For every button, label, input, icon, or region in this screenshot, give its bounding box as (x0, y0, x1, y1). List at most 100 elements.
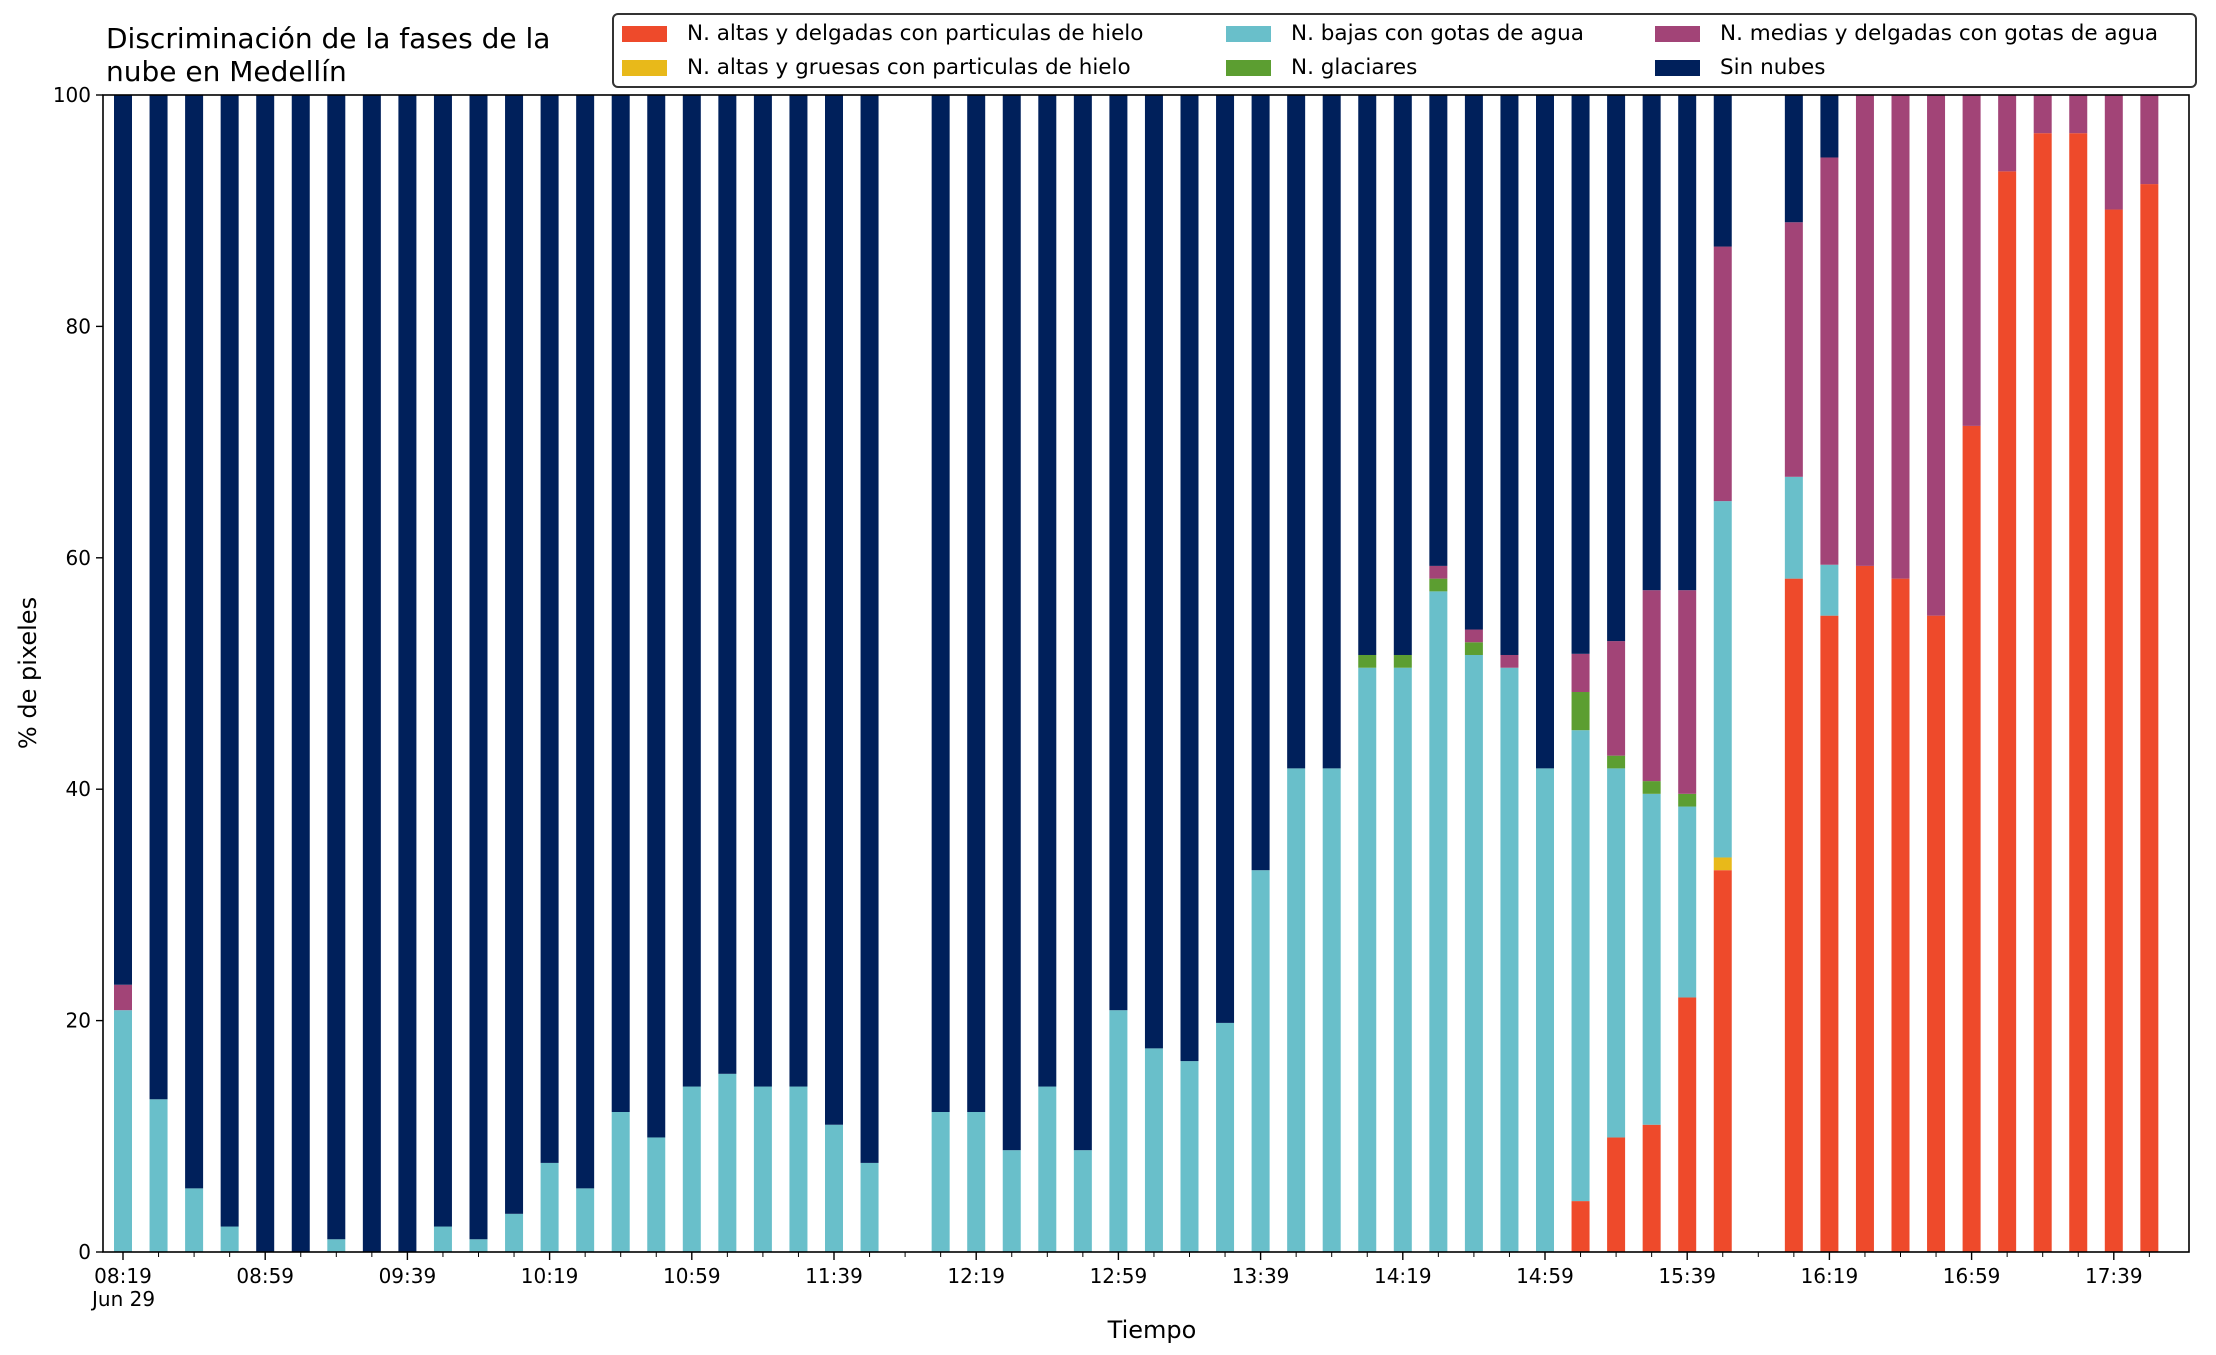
x-tick-label: 12:19 (947, 1264, 1005, 1288)
bar-segment (1678, 997, 1697, 1252)
bar-segment (1500, 654, 1519, 668)
bar-segment (2033, 133, 2052, 1253)
legend-swatch (622, 59, 667, 76)
legend-swatch (1226, 25, 1271, 42)
x-tick-label: 08:19 (94, 1264, 152, 1288)
bar-segment (1536, 95, 1554, 769)
bar-segment (1927, 95, 1946, 616)
bar-segment (149, 1099, 168, 1252)
bar-segment (1642, 781, 1661, 794)
bar-segment (291, 95, 310, 1252)
bar-segment (860, 95, 879, 1163)
bar-segment (185, 95, 204, 1189)
bar-segment (220, 95, 239, 1227)
bar-segment (149, 95, 168, 1100)
x-tick-label: 16:59 (1943, 1264, 2001, 1288)
bar-segment (789, 1086, 808, 1252)
bar-segment (1713, 501, 1732, 858)
bar-segment (1429, 578, 1448, 592)
bar-segment (540, 1162, 559, 1252)
x-tick-label: 10:19 (521, 1264, 579, 1288)
x-tick-label: 14:19 (1374, 1264, 1432, 1288)
bar-segment (1607, 95, 1626, 642)
bar-segment (1571, 692, 1590, 731)
bar-segment (1251, 95, 1270, 871)
legend-label: N. altas y gruesas con particulas de hie… (687, 55, 1131, 80)
bar-segment (327, 1239, 346, 1252)
bar-segment (1607, 1137, 1626, 1252)
bar-segment (753, 1086, 772, 1252)
bar-segment (682, 95, 701, 1087)
bar-segment (1536, 768, 1554, 1252)
bar-segment (1429, 95, 1448, 566)
bar-segment (1322, 768, 1341, 1252)
bar-segment (1144, 95, 1163, 1049)
x-tick-label: 14:59 (1516, 1264, 1574, 1288)
legend-item: N. altas y gruesas con particulas de hie… (622, 55, 1131, 80)
bar-segment (505, 95, 524, 1214)
legend-label: N. bajas con gotas de agua (1291, 21, 1584, 46)
bar-segment (2140, 95, 2159, 185)
legend-swatch (1655, 25, 1700, 42)
bar-segment (1784, 222, 1803, 477)
bar-segment (967, 95, 986, 1112)
bar-segment (1464, 654, 1483, 1252)
bar-segment (789, 95, 808, 1087)
bar-segment (1429, 565, 1448, 579)
legend-item: N. medias y delgadas con gotas de agua (1655, 21, 2158, 46)
bar-segment (1678, 793, 1697, 807)
y-tick-label: 40 (66, 777, 91, 801)
bar-segment (647, 95, 666, 1138)
bar-segment (1820, 564, 1839, 616)
bar-segment (576, 95, 595, 1189)
bar-segment (1073, 95, 1092, 1151)
legend: N. altas y delgadas con particulas de hi… (612, 13, 2197, 88)
bar-segment (1358, 667, 1377, 1252)
bar-segment (1500, 667, 1519, 1252)
bar-segment (114, 95, 132, 985)
bar-segment (860, 1162, 879, 1252)
x-axis-title: Tiempo (1107, 1316, 1197, 1344)
bar-segment (1891, 578, 1910, 1252)
y-tick-label: 20 (66, 1009, 91, 1033)
bar-segment (2104, 209, 2123, 1252)
bar-segment (931, 95, 950, 1112)
y-tick-label: 0 (78, 1240, 91, 1264)
x-date-label: Jun 29 (90, 1287, 155, 1311)
bar-segment (576, 1188, 595, 1252)
bar-segment (825, 1124, 843, 1252)
bar-segment (114, 984, 132, 1011)
bar-segment (1464, 642, 1483, 655)
bar-segment (469, 1239, 488, 1252)
bar-segment (1073, 1150, 1092, 1252)
bar-segment (1393, 667, 1412, 1252)
bar-segment (1287, 768, 1306, 1252)
bar-segment (1998, 171, 2017, 1253)
bar-segment (1002, 95, 1021, 1151)
legend-label: N. medias y delgadas con gotas de agua (1720, 21, 2159, 46)
bar-segment (753, 95, 772, 1087)
bar-segment (1607, 641, 1626, 756)
bar-segment (1500, 95, 1519, 655)
legend-item: N. bajas con gotas de agua (1226, 21, 1584, 46)
bar-segment (1820, 95, 1839, 158)
x-tick-label: 15:39 (1658, 1264, 1716, 1288)
bar-segment (2104, 95, 2123, 210)
legend-swatch (1655, 59, 1700, 76)
bar-segment (2069, 95, 2088, 134)
bar-segment (220, 1226, 239, 1252)
bar-segment (1287, 95, 1306, 769)
bar-segment (2033, 95, 2052, 134)
y-axis: 0 20 40 60 80 100 (53, 83, 103, 1264)
bar-segment (1962, 425, 1981, 1252)
x-tick-label: 13:39 (1232, 1264, 1290, 1288)
bar-segment (931, 1112, 950, 1252)
bar-segment (1464, 629, 1483, 643)
bar-segment (1927, 615, 1946, 1252)
bar-segment (1358, 654, 1377, 668)
bar-segment (825, 95, 843, 1125)
bar-segment (1891, 95, 1910, 579)
bar-segment (1216, 95, 1235, 1023)
bar-segment (1571, 653, 1590, 693)
